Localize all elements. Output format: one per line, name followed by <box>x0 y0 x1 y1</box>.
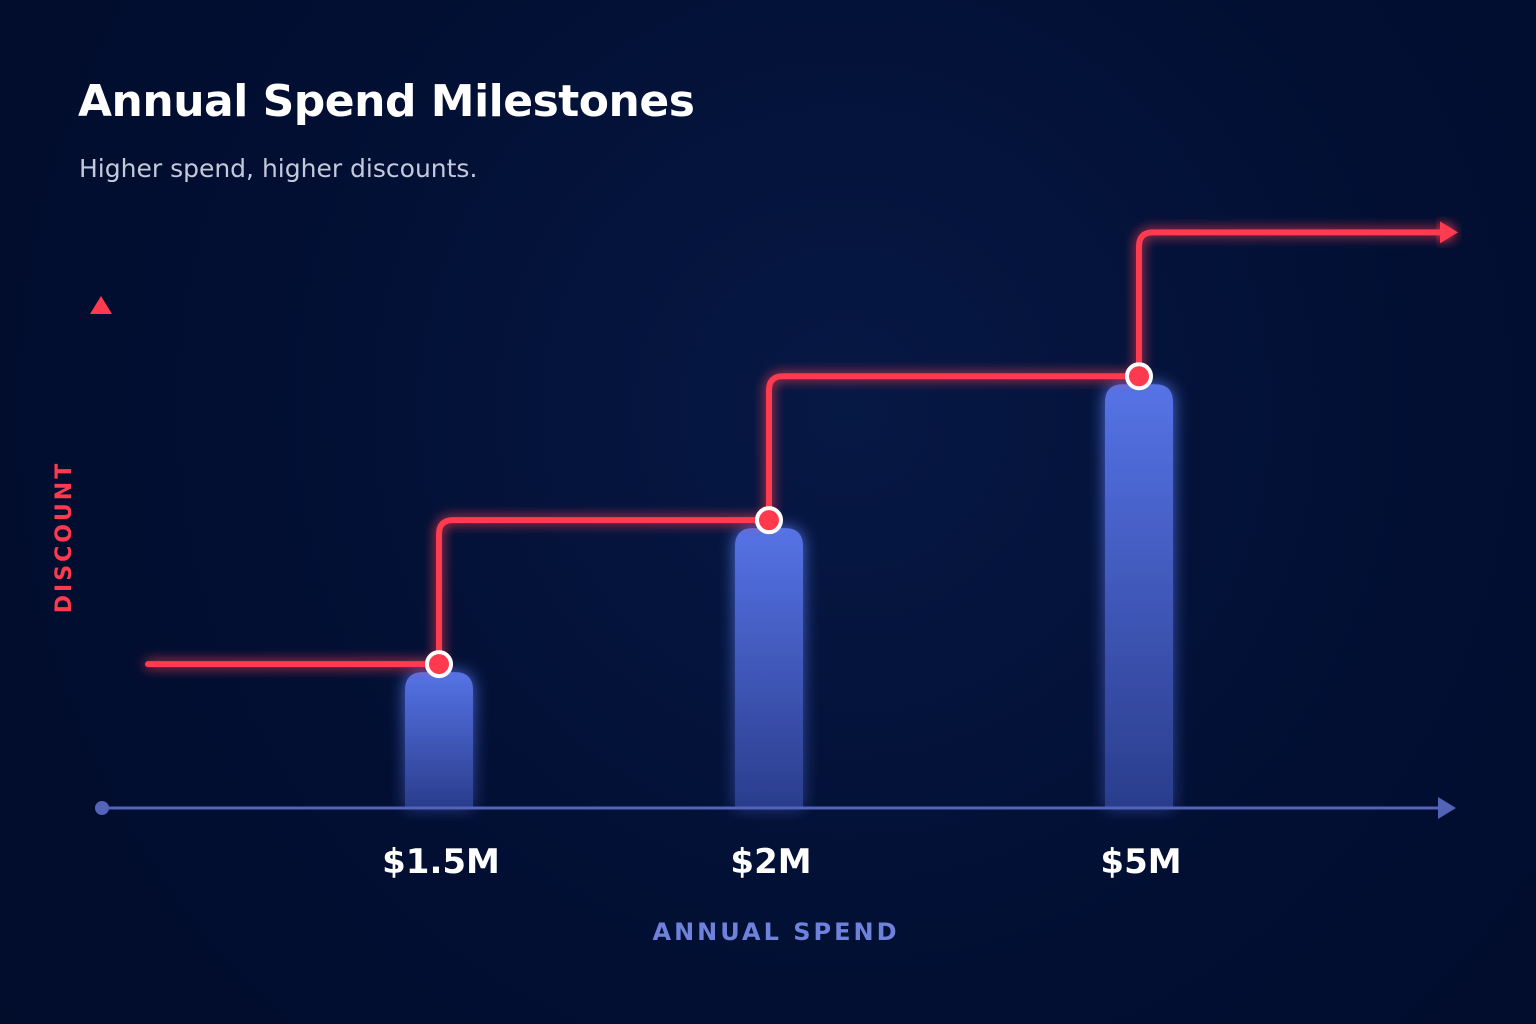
y-axis-title: DISCOUNT <box>52 461 77 613</box>
bar-15m <box>405 672 473 808</box>
markers-layer <box>425 362 1153 679</box>
step-line-layer <box>145 221 1458 668</box>
x-axis-arrow-icon <box>1438 797 1456 819</box>
x-tick-label: $1.5M <box>382 842 500 882</box>
milestone-marker <box>755 506 783 535</box>
chart-title: Annual Spend Milestones <box>78 76 695 127</box>
x-tick-label: $2M <box>730 842 811 882</box>
bar-2m <box>735 528 803 808</box>
axis-origin-dot <box>95 801 109 815</box>
x-axis-title: ANNUAL SPEND <box>653 918 900 946</box>
bar-5m <box>1105 384 1173 808</box>
bars-layer <box>405 384 1173 808</box>
x-tick-label: $5M <box>1100 842 1181 882</box>
chart-subtitle: Higher spend, higher discounts. <box>79 154 478 183</box>
discount-step-line <box>145 229 1447 668</box>
tick-labels-layer: $1.5M $2M $5M <box>382 842 1181 882</box>
milestone-marker <box>1125 362 1153 391</box>
milestone-marker <box>425 650 453 679</box>
step-line-arrow-icon <box>1440 221 1458 244</box>
y-axis-arrow-icon <box>90 296 112 314</box>
